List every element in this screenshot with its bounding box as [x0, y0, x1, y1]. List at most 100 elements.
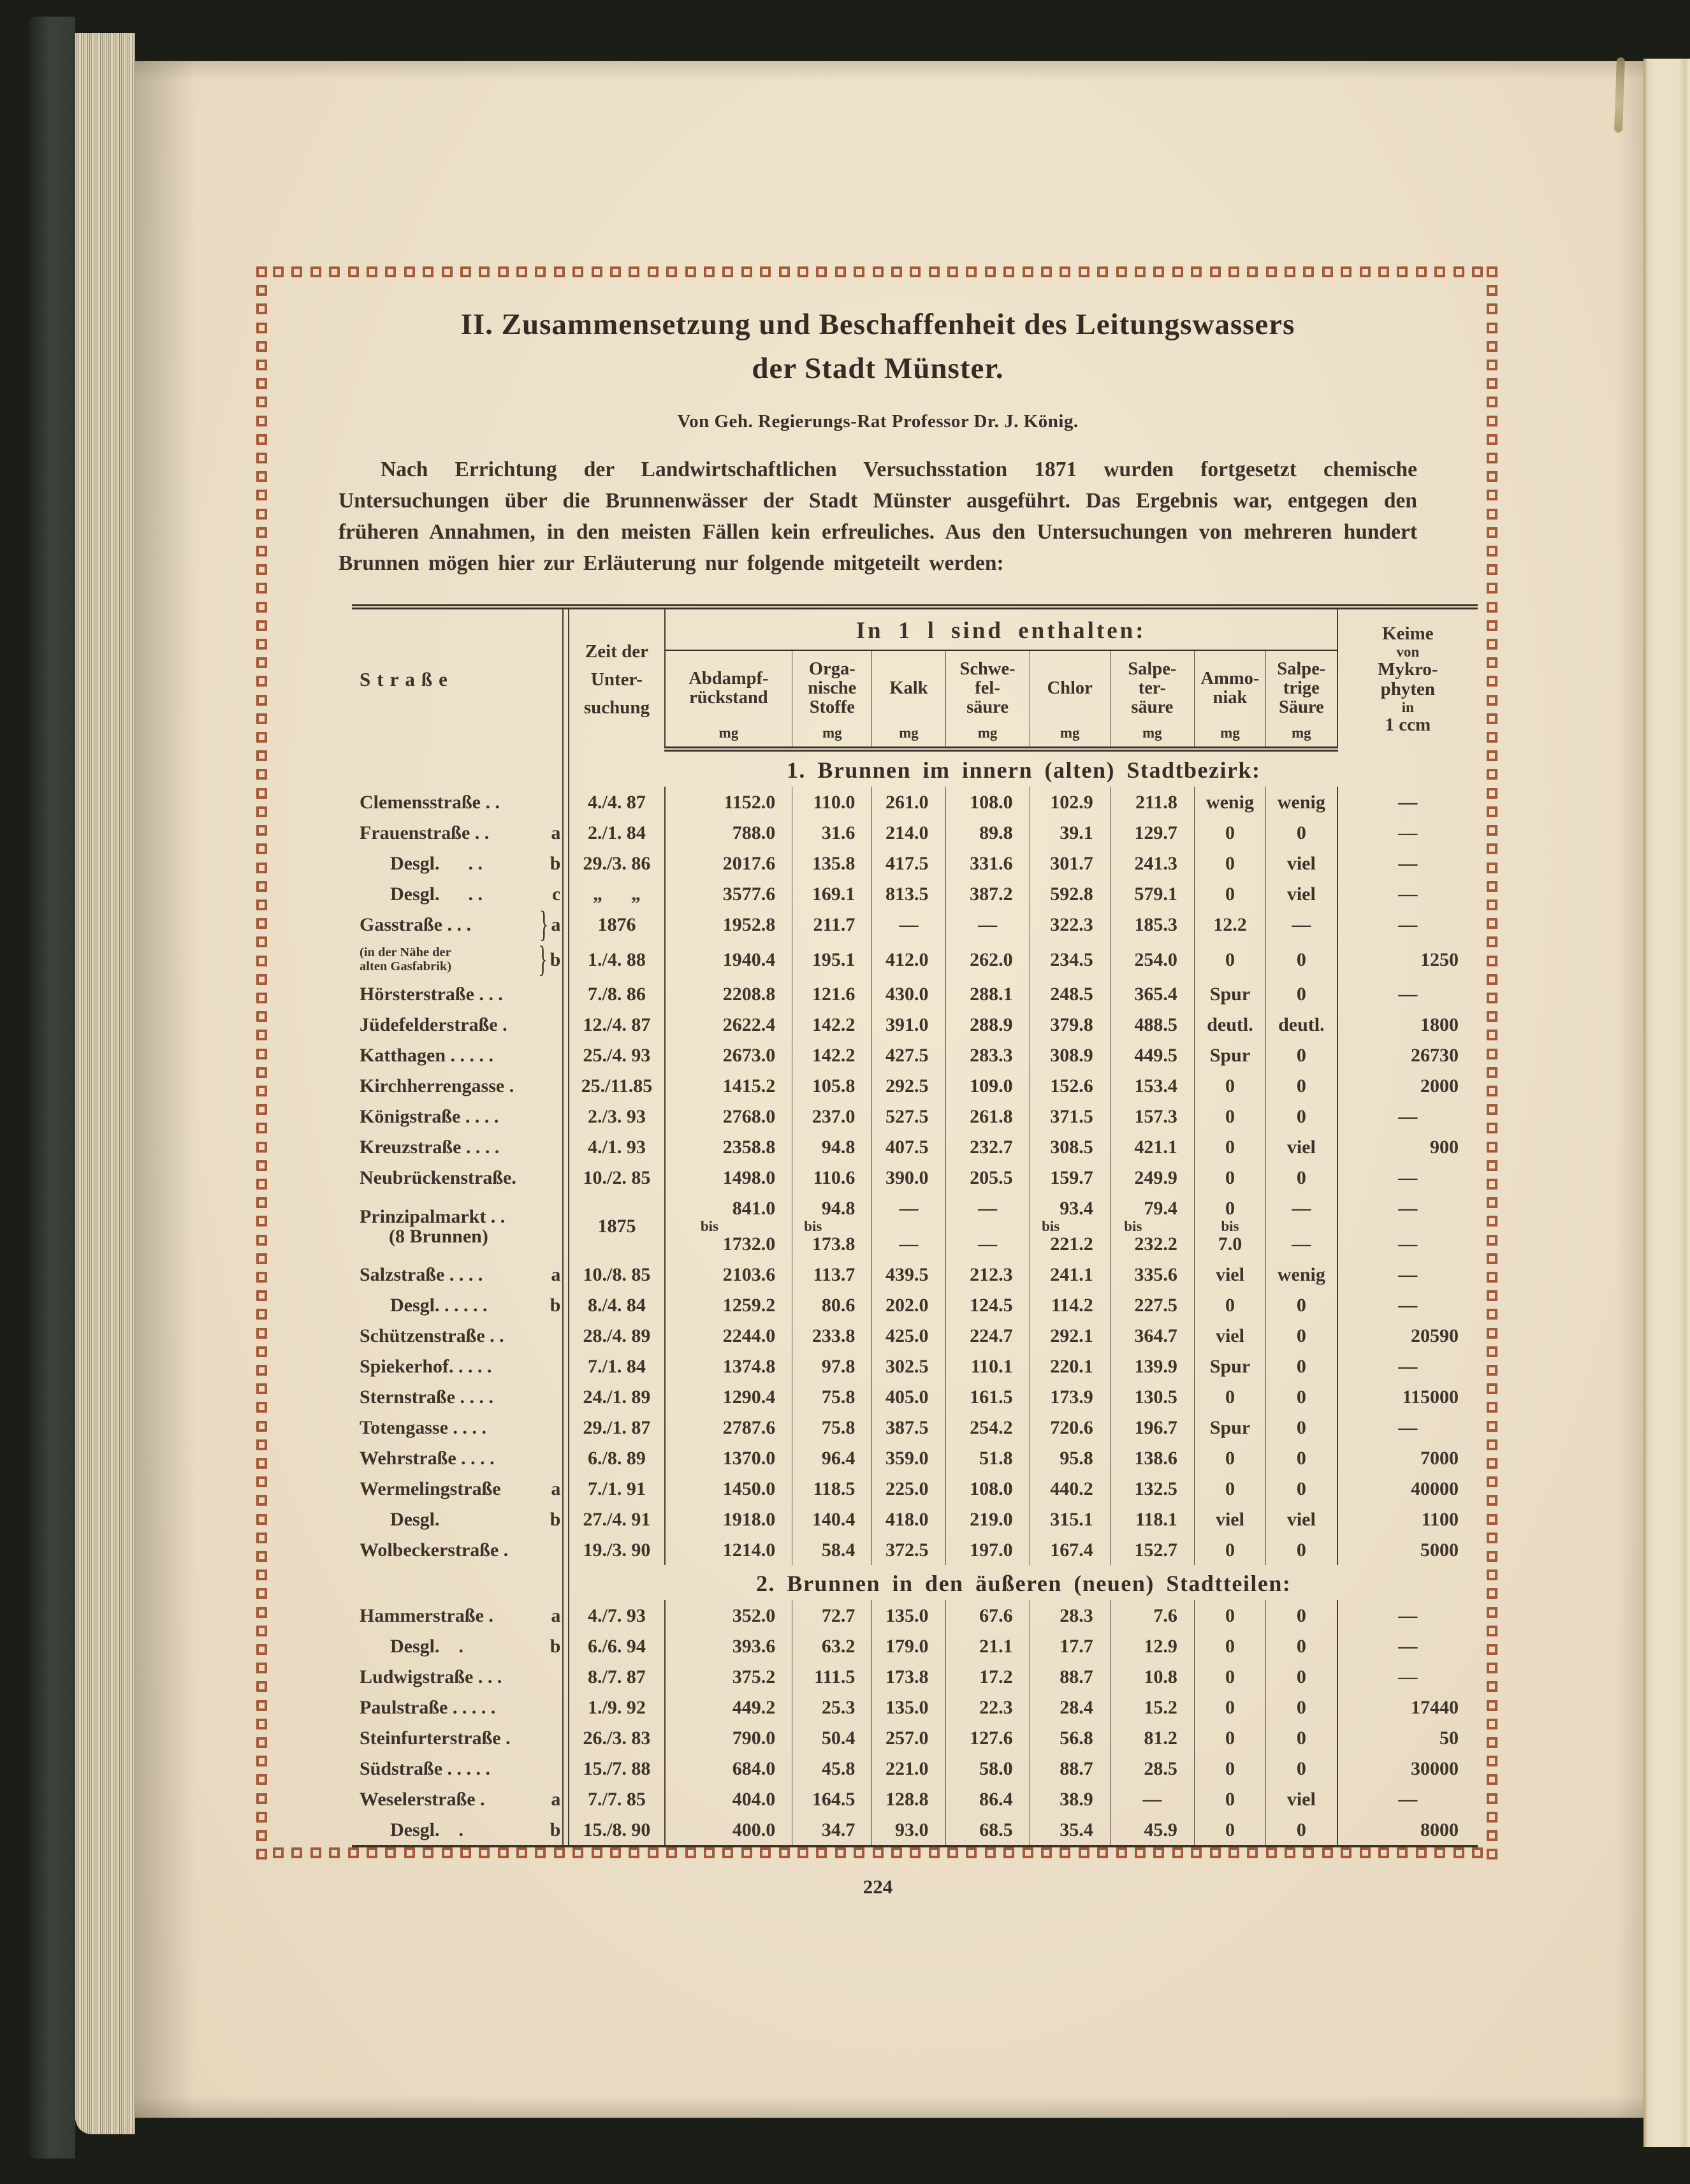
value-cell: 418.0 — [871, 1504, 945, 1534]
value-cell: 227.5 — [1109, 1290, 1195, 1320]
table-row: Clemensstraße . . 4./4. 87 1152.0 110.0 261.… — [352, 787, 1478, 817]
street-label-wrap: Sternstraße . . . . — [360, 1387, 568, 1407]
value-cell: 364.7 — [1109, 1320, 1195, 1351]
value-cell: 108.0 — [945, 1473, 1030, 1504]
keime-cell: 1100 — [1336, 1504, 1478, 1534]
keime-cell: 26730 — [1336, 1040, 1478, 1070]
street-label: Südstraße . . . . . — [360, 1758, 491, 1779]
value-cell: 404.0 — [664, 1784, 792, 1814]
value-cell: viel — [1265, 1784, 1337, 1814]
range-value: 79.4 — [1144, 1198, 1177, 1219]
value-cell: 2244.0 — [664, 1320, 792, 1351]
value-cell: 254.0 — [1109, 940, 1195, 979]
street-label: Schützenstraße . . — [360, 1325, 504, 1346]
value-cell: 152.6 — [1029, 1070, 1111, 1101]
street-label: Desgl. . . — [390, 853, 483, 874]
street-note-line: alten Gasfabrik) — [360, 959, 452, 973]
zeit-header-line: suchung — [583, 697, 650, 718]
value-cell: 108.0 — [945, 787, 1030, 817]
street-label-wrap: Hörsterstraße . . . — [360, 984, 568, 1004]
substance-line: Salpe- — [1128, 659, 1177, 679]
substance-line: säure — [966, 697, 1009, 717]
value-cell: 15.2 — [1109, 1692, 1195, 1722]
value-cell: 527.5 — [871, 1101, 945, 1132]
value-cell: 790.0 — [664, 1722, 792, 1753]
street-cell: Totengasse . . . . — [352, 1412, 570, 1443]
substance-name: Chlor — [1030, 655, 1110, 722]
value-cell: — — [1265, 909, 1337, 940]
value-cell: wenig — [1265, 787, 1337, 817]
range-bis — [872, 1218, 945, 1234]
value-cell: 0 — [1193, 817, 1266, 848]
value-cell: 169.1 — [792, 878, 872, 909]
value-cell: 0 — [1193, 1722, 1266, 1753]
value-cell: 359.0 — [871, 1443, 945, 1473]
table-row: Gasstraße . . .} a 1876 1952.8 211.7— —322.3 1… — [352, 906, 1478, 943]
value-cell: 352.0 — [664, 1600, 792, 1631]
street-label: Paulstraße . . . . . — [360, 1697, 496, 1718]
street-label-wrap: Desgl. . b — [390, 1636, 568, 1656]
street-label: Katthagen . . . . . — [360, 1045, 493, 1066]
byline: Von Geh. Regierungs-Rat Professor Dr. J.… — [677, 411, 1079, 432]
range-bis — [1338, 1218, 1478, 1234]
street-label: Clemensstraße . . — [360, 792, 500, 813]
table-row: Frauenstraße . . a 2./1. 84 788.0 31.6 214.0 8… — [352, 817, 1478, 848]
value-cell: 391.0 — [871, 1009, 945, 1040]
date-cell: 27./4. 91 — [568, 1504, 665, 1534]
value-cell: 111.5 — [792, 1661, 872, 1692]
column-group-header: In 1 l sind enthalten: — [664, 607, 1337, 651]
substance-line: Salpe- — [1277, 659, 1326, 679]
value-cell: 7.6 — [1109, 1600, 1195, 1631]
street-label-wrap: Steinfurterstraße . — [360, 1728, 568, 1748]
value-cell: 288.9 — [945, 1009, 1030, 1040]
value-cell: 393.6 — [664, 1631, 792, 1661]
value-cell: 173.9 — [1029, 1381, 1111, 1412]
value-cell: 372.5 — [871, 1534, 945, 1565]
value-cell: 407.5 — [871, 1132, 945, 1162]
keime-cell: 20590 — [1336, 1320, 1478, 1351]
keime-cell: 1250 — [1336, 940, 1478, 979]
column-header-substance: Salpe-trige Säure mg — [1265, 650, 1337, 752]
value-cell: wenig — [1193, 787, 1266, 817]
zeit-header-line: Zeit der — [585, 641, 648, 662]
table-row: Wehrstraße . . . . 6./8. 89 1370.0 96.4 359.… — [352, 1443, 1478, 1473]
value-cell: 195.1 — [792, 940, 872, 979]
value-cell: 0 — [1193, 1814, 1266, 1847]
keime-cell: 50 — [1336, 1722, 1478, 1753]
date-cell: 2./1. 84 — [568, 817, 665, 848]
keime-cell: — — [1336, 1661, 1478, 1692]
value-cell: 0 — [1193, 878, 1266, 909]
range-value: 1732.0 — [722, 1234, 776, 1255]
keime-cell: — — [1336, 979, 1478, 1009]
value-cell: 118.1 — [1109, 1504, 1195, 1534]
value-cell: 88.7 — [1029, 1661, 1111, 1692]
value-cell: 0 — [1265, 1290, 1337, 1320]
table-row: Kirchherrengasse . 25./11.85 1415.2 105.8 29… — [352, 1070, 1478, 1101]
value-cell: 308.5 — [1029, 1132, 1111, 1162]
substance-line: niak — [1213, 688, 1248, 708]
value-cell: 488.5 — [1109, 1009, 1195, 1040]
date-cell: 10./2. 85 — [568, 1162, 665, 1193]
value-cell: 257.0 — [871, 1722, 945, 1753]
date-cell: 1876 — [568, 909, 665, 940]
unit-label: mg — [1292, 725, 1311, 741]
street-label: Totengasse . . . . — [360, 1417, 486, 1438]
value-cell: 179.0 — [871, 1631, 945, 1661]
keime-cell: — — [1336, 1101, 1478, 1132]
intro-paragraph: Nach Errichtung der Landwirtschaftlichen… — [339, 458, 1417, 575]
street-label-wrap: Jüdefelderstraße . — [360, 1015, 568, 1035]
well-letter-tag: a — [551, 822, 561, 843]
value-cell: 430.0 — [871, 979, 945, 1009]
date-cell: 7./1. 91 — [568, 1473, 665, 1504]
date-cell: 26./3. 83 — [568, 1722, 665, 1753]
value-cell: 813.5 — [871, 878, 945, 909]
value-cell: 0 — [1193, 1534, 1266, 1565]
value-cell: 22.3 — [945, 1692, 1030, 1722]
value-cell: 17.2 — [945, 1661, 1030, 1692]
page-edge-stack — [75, 33, 135, 2134]
column-header-zeit: Zeit der Unter-suchung — [568, 607, 665, 749]
value-cell: viel — [1265, 1504, 1337, 1534]
substance-line: ter- — [1138, 678, 1166, 698]
value-cell: viel — [1193, 1259, 1266, 1290]
value-cell: 248.5 — [1029, 979, 1111, 1009]
